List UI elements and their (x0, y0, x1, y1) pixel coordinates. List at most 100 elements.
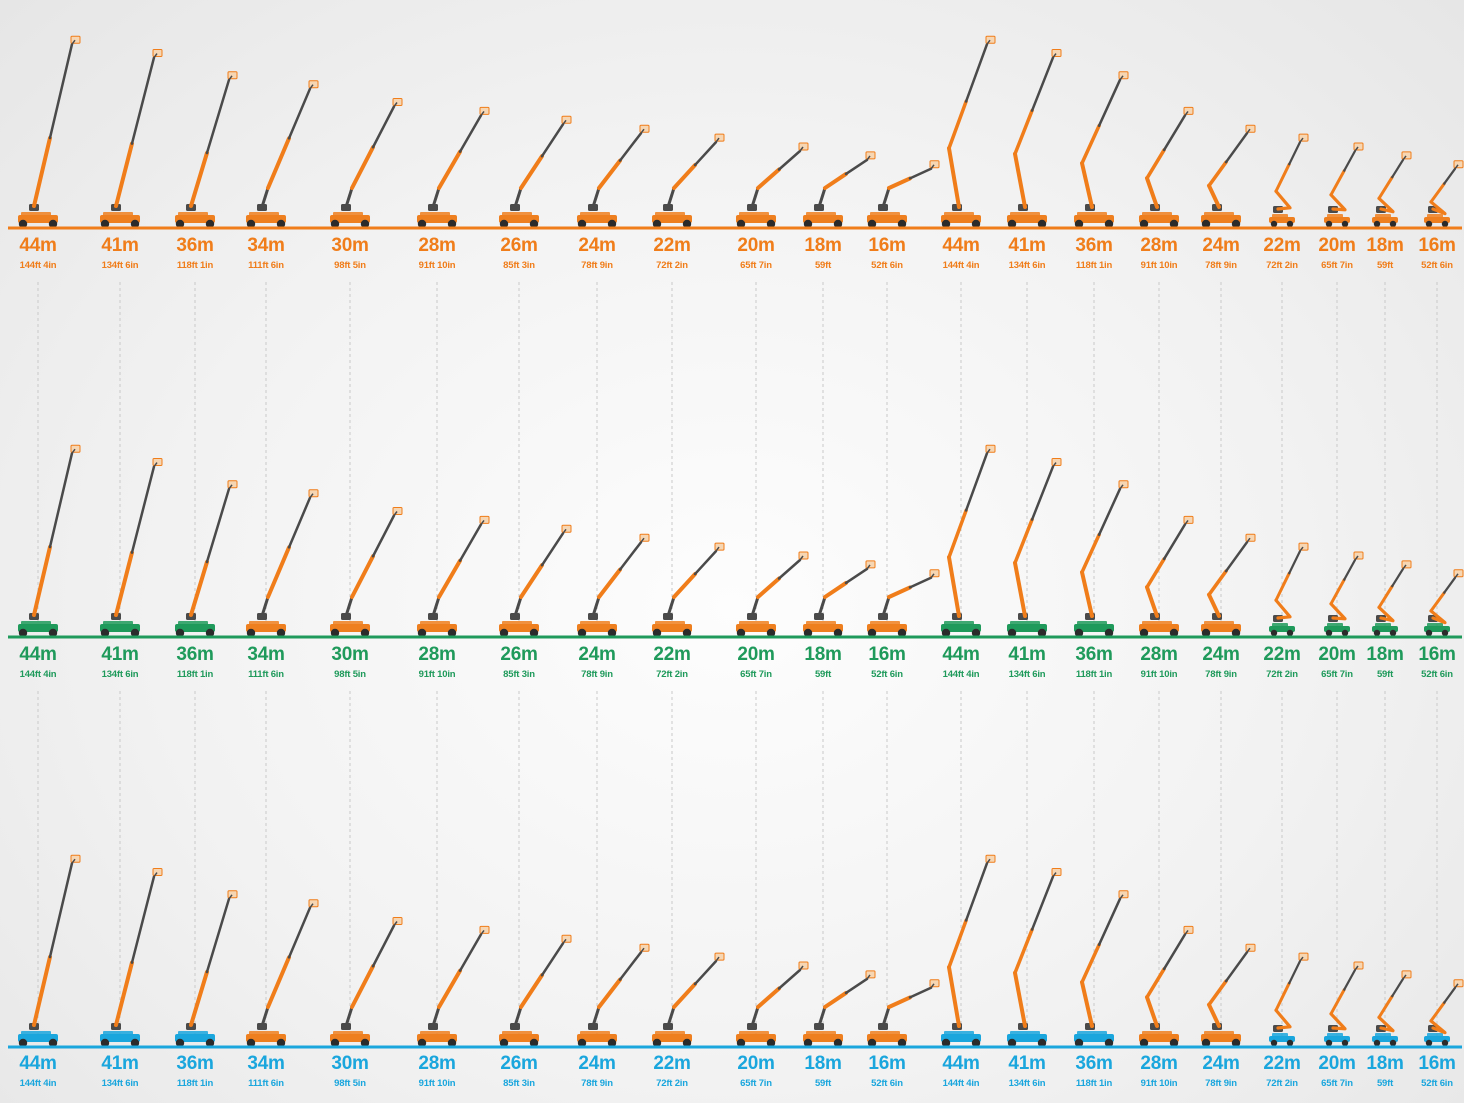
height-imperial: 52ft 6in (1421, 1078, 1453, 1089)
wheel (607, 1038, 617, 1048)
chassis-deck (1077, 212, 1107, 216)
boom-fly (130, 56, 156, 145)
lower-boom (947, 146, 961, 209)
lift-green-18m (803, 560, 876, 638)
lower-boom (1145, 585, 1159, 618)
wheel (1441, 629, 1449, 637)
boom-base (887, 995, 912, 1009)
chassis (1007, 1034, 1047, 1042)
basket-arm (1246, 947, 1251, 953)
chassis (417, 624, 457, 632)
lift-blue-20m (736, 961, 809, 1048)
boom-base (823, 990, 848, 1009)
wheel (100, 628, 110, 638)
wheel (1341, 220, 1349, 228)
chassis-deck (806, 212, 836, 216)
basket-arm (480, 110, 485, 116)
upper-boom (947, 99, 968, 151)
basket-arm (562, 938, 567, 944)
basket-arm (562, 528, 567, 534)
lift-orange-30m (330, 98, 403, 229)
basket-arm (1246, 128, 1251, 134)
riser-arms (1274, 1008, 1292, 1030)
riser (513, 596, 523, 617)
height-label: 41m 134ft 6in (1008, 1054, 1045, 1091)
boom-base (437, 558, 462, 599)
chassis (577, 1034, 617, 1042)
upper-boom (1145, 148, 1166, 180)
lift-blue-41m (1007, 868, 1062, 1048)
basket (929, 979, 940, 988)
basket-arm (1354, 146, 1359, 152)
wheel (499, 628, 509, 638)
basket (70, 854, 81, 863)
basket (1298, 133, 1309, 142)
chassis-deck (502, 621, 532, 625)
chassis-deck (1375, 1033, 1391, 1037)
chassis-deck (178, 621, 208, 625)
basket (639, 943, 650, 952)
height-imperial: 134ft 6in (1008, 669, 1046, 680)
boom-fly (1162, 933, 1187, 971)
wheel (175, 1038, 185, 1048)
riser (513, 1006, 523, 1027)
chassis (652, 1034, 692, 1042)
lift-green-22m (652, 542, 725, 638)
lift-orange-26m (499, 115, 572, 229)
wheel (447, 628, 457, 638)
chassis (499, 624, 539, 632)
basket (1118, 71, 1129, 80)
upper-boom (1207, 979, 1228, 1007)
lift-green-22m (1269, 542, 1309, 637)
basket-arm (228, 894, 233, 900)
upper-boom (1207, 569, 1228, 597)
wheel (1007, 1038, 1017, 1048)
riser (881, 1006, 891, 1027)
lower-boom (947, 965, 961, 1028)
height-label: 36m 118ft 1in (1075, 236, 1112, 273)
chassis (175, 1034, 215, 1042)
wheel (1373, 1039, 1381, 1047)
turntable (663, 204, 673, 211)
height-imperial: 72ft 2in (1266, 1078, 1298, 1089)
chassis-deck (1204, 212, 1234, 216)
lift-blue-44m (941, 854, 996, 1048)
wheel (1201, 628, 1211, 638)
boom-base (597, 567, 622, 599)
boom-base (32, 955, 52, 1027)
wheel (1441, 220, 1449, 228)
turntable (510, 204, 520, 211)
wheel (1104, 1038, 1114, 1048)
boom-fly (1288, 141, 1302, 166)
basket-arm (640, 537, 645, 543)
height-label: 36m 118ft 1in (176, 236, 213, 273)
chassis-deck (178, 212, 208, 216)
basket (1183, 106, 1194, 115)
height-label: 41m 134ft 6in (1008, 236, 1045, 273)
lower-boom (1207, 592, 1221, 618)
height-imperial: 59ft (1376, 260, 1394, 271)
basket-arm (71, 858, 76, 864)
chassis-deck (1204, 621, 1234, 625)
turntable (878, 1023, 888, 1030)
height-imperial: 134ft 6in (101, 669, 139, 680)
chassis-deck (1272, 623, 1288, 627)
lift-silhouettes (18, 35, 1464, 1048)
wheel (1169, 628, 1179, 638)
wheel (175, 628, 185, 638)
height-metric: 28m (1140, 644, 1178, 665)
chassis (803, 1034, 843, 1042)
upper-boom (1329, 578, 1346, 606)
height-imperial: 144ft 4in (19, 669, 57, 680)
boom-fly (48, 42, 74, 140)
basket (714, 542, 725, 551)
wheel (1425, 220, 1433, 228)
basket (561, 524, 572, 533)
height-imperial: 52ft 6in (1421, 669, 1453, 680)
lower-boom (1013, 151, 1027, 209)
height-metric: 26m (500, 644, 538, 665)
riser (591, 1006, 601, 1027)
turntable (428, 1023, 438, 1030)
chassis-deck (1427, 214, 1443, 218)
lower-boom (1145, 995, 1159, 1028)
